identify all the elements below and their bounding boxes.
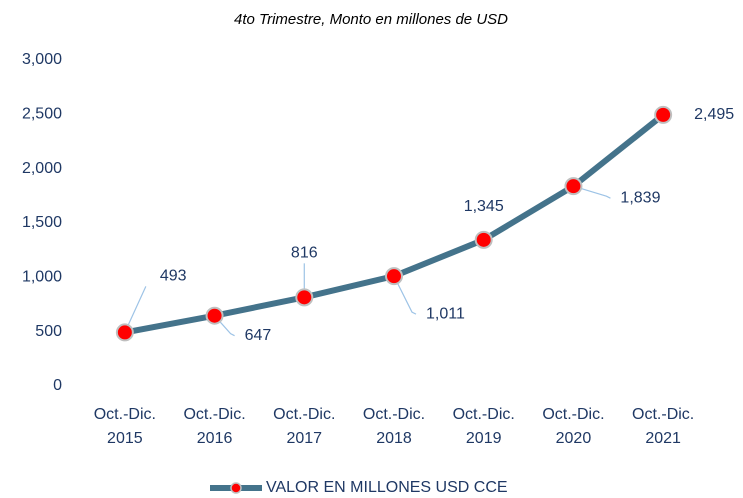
marker (205, 306, 224, 325)
marker (654, 105, 673, 124)
marker (115, 323, 134, 342)
x-tick-label: Oct.-Dic. (183, 406, 245, 423)
leader-line (393, 275, 417, 315)
x-tick-label: 2019 (466, 430, 502, 447)
marker (295, 288, 314, 307)
y-tick-label: 2,000 (22, 160, 62, 177)
data-label: 816 (291, 245, 318, 262)
legend-label: VALOR EN MILLONES USD CCE (266, 479, 508, 496)
line (124, 112, 666, 336)
y-tick-label: 500 (35, 323, 62, 340)
marker (564, 177, 583, 196)
y-tick-label: 0 (53, 377, 62, 394)
x-tick-label: Oct.-Dic. (453, 406, 515, 423)
x-tick-label: 2020 (556, 430, 592, 447)
legend-marker (230, 482, 242, 494)
y-tick-label: 2,500 (22, 106, 62, 123)
x-tick-label: 2017 (286, 430, 322, 447)
x-tick-label: Oct.-Dic. (363, 406, 425, 423)
x-tick-label: 2018 (376, 430, 412, 447)
x-tick-label: Oct.-Dic. (542, 406, 604, 423)
x-tick-label: 2021 (645, 430, 681, 447)
data-label: 1,345 (464, 198, 504, 215)
data-label: 647 (245, 327, 272, 344)
chart-subtitle: 4to Trimestre, Monto en millones de USD (234, 11, 508, 28)
data-label: 1,839 (620, 189, 660, 206)
y-tick-label: 3,000 (22, 51, 62, 68)
x-tick-label: 2016 (197, 430, 233, 447)
marker (385, 267, 403, 286)
data-label: 1,011 (426, 305, 465, 322)
leader-line (573, 185, 611, 199)
y-tick-label: 1,500 (22, 214, 62, 231)
x-tick-label: 2015 (107, 430, 143, 447)
data-label: 2,495 (694, 106, 734, 123)
x-tick-label: Oct.-Dic. (632, 406, 694, 423)
x-tick-label: Oct.-Dic. (273, 406, 335, 423)
data-label: 493 (160, 268, 187, 285)
marker (474, 230, 493, 249)
x-tick-label: Oct.-Dic. (94, 406, 156, 423)
y-tick-label: 1,000 (22, 269, 62, 286)
